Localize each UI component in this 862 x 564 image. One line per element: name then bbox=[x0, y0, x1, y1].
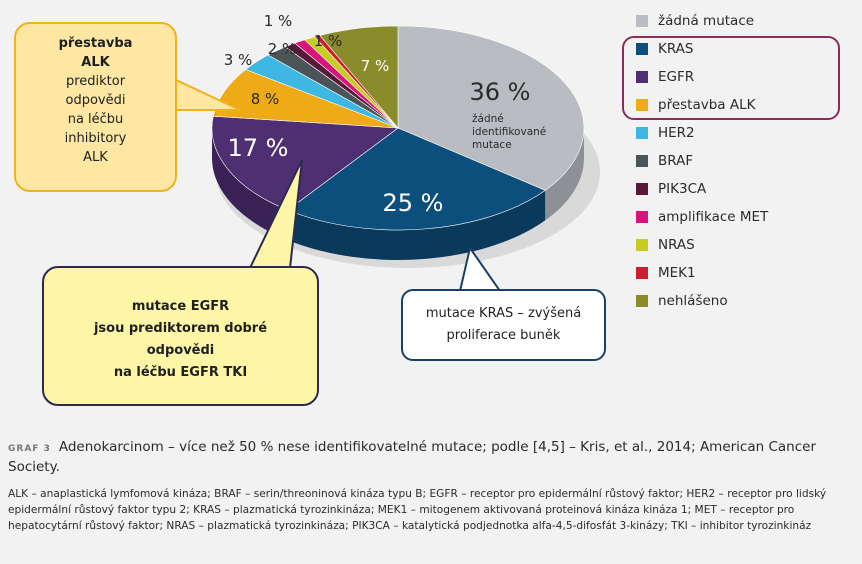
legend-highlight-box bbox=[622, 36, 840, 120]
legend-item: BRAF bbox=[636, 150, 693, 172]
legend-swatch bbox=[636, 295, 648, 307]
legend-label: žádná mutace bbox=[658, 13, 755, 29]
legend-swatch bbox=[636, 211, 648, 223]
legend-label: NRAS bbox=[658, 237, 695, 253]
legend-swatch bbox=[636, 155, 648, 167]
legend-swatch bbox=[636, 15, 648, 27]
callout-alk-line: na léčbu bbox=[67, 112, 124, 127]
pie-slice bbox=[211, 115, 399, 211]
callout-pointers bbox=[175, 78, 502, 292]
pie-slice-side bbox=[287, 190, 546, 260]
pie-sides bbox=[212, 128, 584, 260]
pie-slice-label: 7 % bbox=[361, 57, 390, 75]
callout-egfr-line: mutace EGFR bbox=[131, 299, 230, 314]
legend-label: HER2 bbox=[658, 125, 695, 141]
legend-item: PIK3CA bbox=[636, 178, 706, 200]
pie-slice-label: 3 % bbox=[224, 51, 253, 69]
legend-swatch bbox=[636, 43, 648, 55]
legend-label: nehlášeno bbox=[658, 293, 728, 309]
legend-item: EGFR bbox=[636, 66, 694, 88]
pie-slice-label: 36 % bbox=[470, 78, 531, 106]
inner-note-line: mutace bbox=[472, 139, 512, 151]
legend-item: NRAS bbox=[636, 234, 695, 256]
callout-alk-title-1: přestavba bbox=[58, 36, 133, 51]
pie-slice bbox=[212, 69, 399, 129]
pie-slice bbox=[397, 25, 585, 191]
pie-slice-label: 17 % bbox=[228, 134, 289, 162]
callout-alk-title-2: ALK bbox=[81, 55, 110, 70]
callout-egfr: mutace EGFR jsou prediktorem dobré odpov… bbox=[42, 266, 319, 406]
legend-swatch bbox=[636, 127, 648, 139]
inner-note-line: identifikované bbox=[472, 126, 546, 138]
callout-kras-line: proliferace buněk bbox=[446, 328, 561, 343]
callout-egfr-line: jsou prediktorem dobré bbox=[93, 321, 268, 336]
pie-chart: 36 % 25 % 17 % 8 % 3 % 2 % 1 % 1 % 7 % žádnéident… bbox=[175, 12, 600, 292]
callout-egfr-line: odpovědi bbox=[146, 343, 215, 358]
callout-kras: mutace KRAS – zvýšená proliferace buněk bbox=[401, 289, 606, 361]
legend-item: HER2 bbox=[636, 122, 695, 144]
legend-label: amplifikace MET bbox=[658, 209, 769, 225]
legend-label: BRAF bbox=[658, 153, 694, 169]
figure-caption: GRAF 3 Adenokarcinom – více než 50 % nese… bbox=[8, 438, 854, 476]
callout-egfr-line: na léčbu EGFR TKI bbox=[113, 365, 248, 380]
abbreviations-footnote: ALK – anaplastická lymfomová kináza; BRA… bbox=[8, 488, 827, 532]
legend-label: přestavba ALK bbox=[658, 97, 756, 113]
legend-item: amplifikace MET bbox=[636, 206, 768, 228]
pie-slice bbox=[319, 25, 399, 129]
pie-labels: 36 % 25 % 17 % 8 % 3 % 2 % 1 % 1 % 7 % žádnéident… bbox=[224, 12, 547, 217]
figure-number: GRAF 3 bbox=[8, 444, 51, 454]
legend-swatch bbox=[636, 239, 648, 251]
legend-swatch bbox=[636, 267, 648, 279]
callout-alk-line: prediktor bbox=[65, 74, 126, 89]
callout-alk-line: inhibitory bbox=[64, 131, 127, 146]
callout-kras-line: mutace KRAS – zvýšená bbox=[425, 306, 582, 321]
legend-item: nehlášeno bbox=[636, 290, 728, 312]
inner-note-line: žádné bbox=[472, 113, 504, 125]
legend-item: MEK1 bbox=[636, 262, 696, 284]
pie-slice-label: 1 % bbox=[264, 12, 293, 30]
pie-slice-side bbox=[212, 128, 288, 241]
callout-alk-line: ALK bbox=[83, 150, 108, 165]
pie-top bbox=[211, 25, 585, 231]
legend-item: KRAS bbox=[636, 38, 694, 60]
legend-swatch bbox=[636, 183, 648, 195]
legend-label: MEK1 bbox=[658, 265, 696, 281]
legend-swatch bbox=[636, 99, 648, 111]
legend-label: KRAS bbox=[658, 41, 694, 57]
legend-label: EGFR bbox=[658, 69, 695, 85]
pie-slice-label: 2 % bbox=[268, 40, 297, 58]
legend-label: PIK3CA bbox=[658, 181, 707, 197]
pie-slice-label: 8 % bbox=[251, 90, 280, 108]
legend-swatch bbox=[636, 71, 648, 83]
pie-slice-label: 1 % bbox=[314, 32, 343, 50]
legend-item: žádná mutace bbox=[636, 10, 754, 32]
pie-slice bbox=[287, 127, 546, 231]
pie-slice-label: 25 % bbox=[383, 189, 444, 217]
pie-slice-side bbox=[545, 128, 584, 221]
legend-item: přestavba ALK bbox=[636, 94, 755, 116]
callout-alk: přestavba ALK prediktor odpovědi na léčb… bbox=[14, 22, 177, 192]
caption-text: Adenokarcinom – více než 50 % nese ident… bbox=[8, 439, 817, 475]
callout-alk-line: odpovědi bbox=[65, 93, 126, 108]
